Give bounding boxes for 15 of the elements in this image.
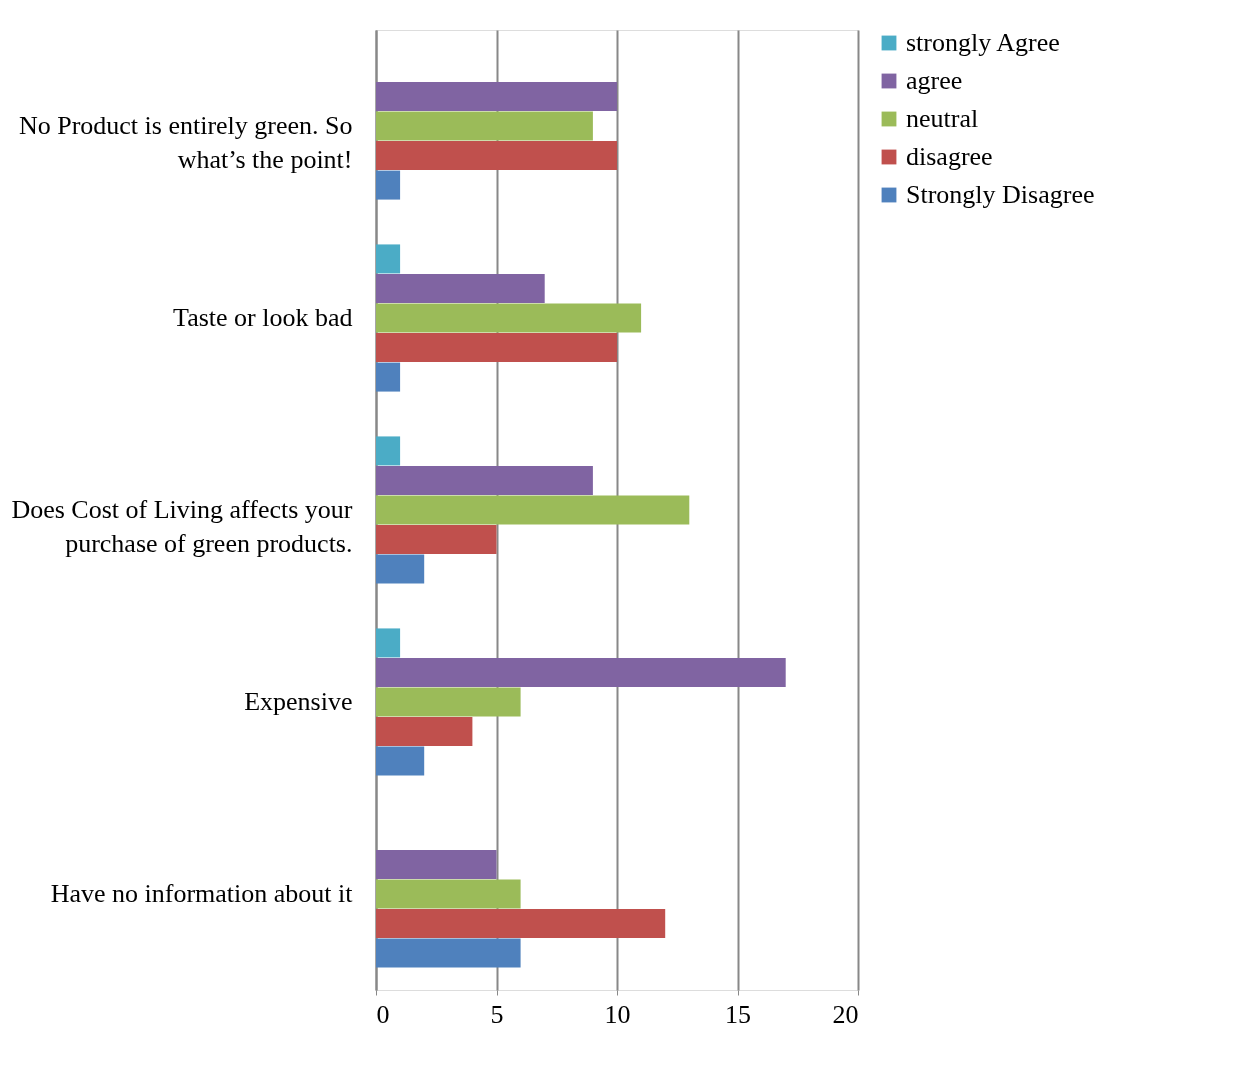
x-tick-label: 5 [490,999,504,1029]
y-tick-label: Does Cost of Living affects your purchase of green products. [11,495,353,558]
x-tick-label: 15 [725,999,751,1029]
y-tick-label: Expensive [244,687,353,716]
legend-label: Strongly Disagree [906,180,1095,209]
legend-label: disagree [906,142,993,171]
y-tick-label: No Product is entirely green. So what’s the point! [18,111,353,174]
x-tick-label: 10 [604,999,631,1029]
legend-label: agree [906,66,963,95]
x-tick-label: 0 [376,999,390,1029]
x-tick-label: 20 [832,999,859,1029]
legend-label: neutral [906,104,979,133]
y-tick-label: Taste or look bad [173,303,353,332]
legend-label: strongly Agree [906,28,1060,57]
y-tick-label: Have no information about it [50,879,354,908]
